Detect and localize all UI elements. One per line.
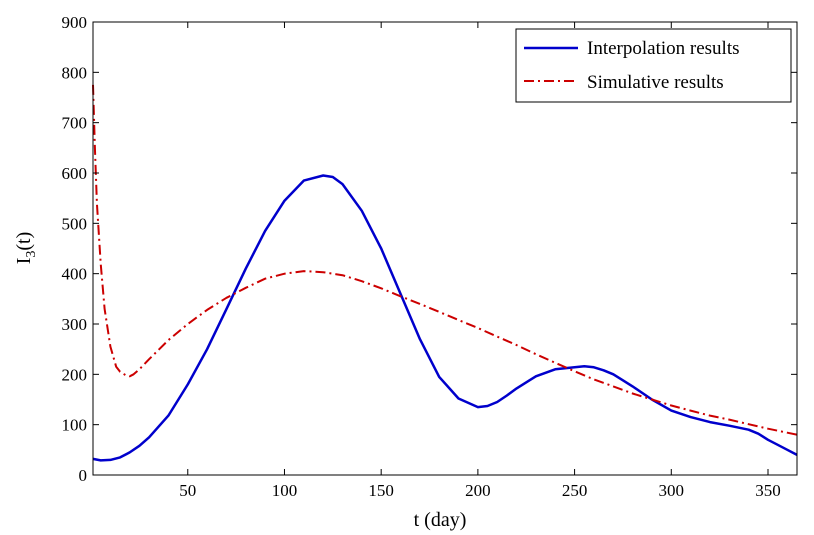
plot-frame [92,21,798,476]
x-tick-label: 150 [368,481,394,500]
y-tick-label: 400 [62,265,88,284]
series-layer [92,84,798,462]
x-axis-label: t (day) [414,509,467,531]
legend-label-simulative: Simulative results [587,72,724,93]
y-tick-label: 600 [62,164,88,183]
y-tick-label: 200 [62,365,88,384]
x-tick-label: 350 [755,481,781,500]
x-tick-label: 250 [562,481,588,500]
legend-label-interpolation: Interpolation results [587,38,740,59]
legend: Interpolation results Simulative results [515,28,792,103]
x-tick-label: 300 [659,481,685,500]
x-axis-ticks: 50 100 150 200 250 300 350 [179,22,781,500]
x-tick-label: 100 [272,481,298,500]
y-tick-label: 0 [79,466,88,485]
y-axis-label: I3(t) [13,232,39,265]
y-axis-label-subscript: 3 [24,251,39,258]
y-tick-label: 700 [62,114,88,133]
x-tick-label: 200 [465,481,491,500]
y-tick-label: 300 [62,315,88,334]
legend-box [515,28,792,103]
y-tick-label: 100 [62,416,88,435]
x-tick-label: 50 [179,481,196,500]
y-axis-label-base: I [13,258,35,265]
y-tick-label: 800 [62,63,88,82]
y-axis-label-suffix: (t) [13,232,35,251]
series-line-simulative-results [92,84,798,436]
y-tick-label: 900 [62,13,88,32]
y-tick-label: 500 [62,214,88,233]
series-line-interpolation-results [92,174,798,462]
y-axis-ticks: 0 100 200 300 400 500 600 700 800 900 [62,13,797,485]
